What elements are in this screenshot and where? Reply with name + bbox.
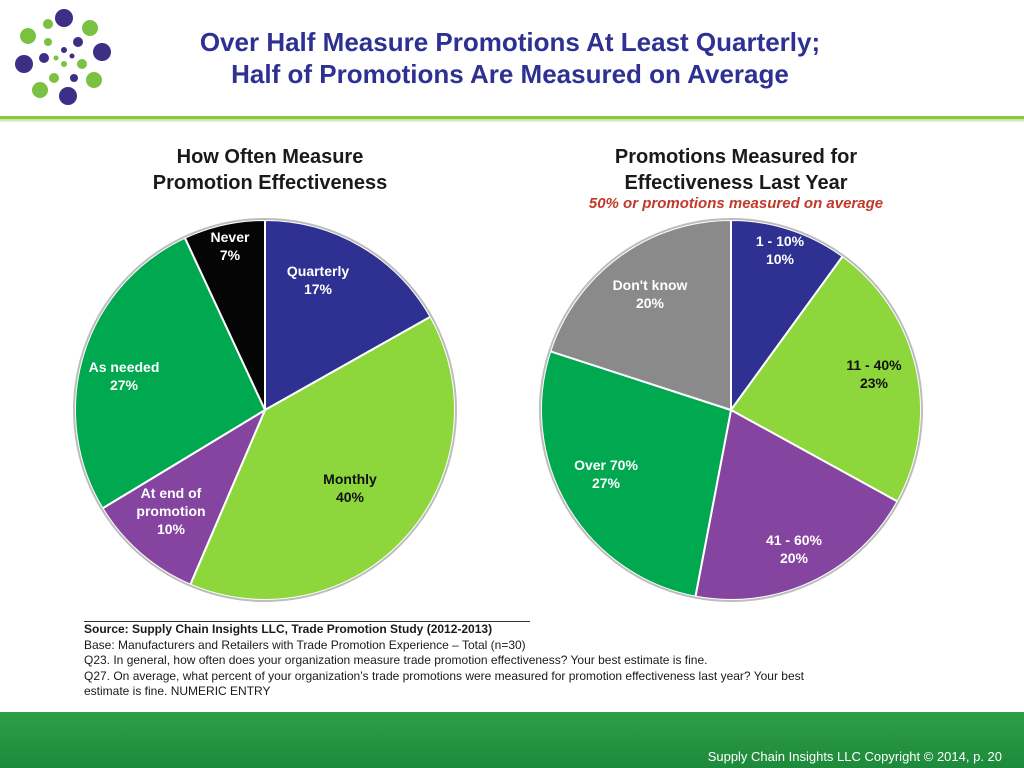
right-slice-41-60	[694, 408, 899, 601]
left-slice-label: Quarterly 17%	[287, 263, 349, 297]
question-q27-cont: estimate is fine. NUMERIC ENTRY	[84, 684, 271, 698]
right-slice-label: 41 - 60% 20%	[766, 532, 823, 566]
company-logo	[15, 9, 111, 105]
left-slice-label: At end of promotion 10%	[136, 485, 205, 537]
footer-bar: Supply Chain Insights LLC Copyright © 20…	[0, 712, 1024, 768]
left-slice-at-end-of-promotion	[101, 407, 268, 586]
right-slice-don-t-know	[549, 218, 732, 412]
title-divider	[0, 116, 1024, 122]
left-chart-title: How Often Measure Promotion Effectivenes…	[100, 144, 440, 196]
left-slice-label: Never 7%	[211, 229, 250, 263]
question-q23: Q23. In general, how often does your org…	[84, 653, 708, 667]
slide-title-line1: Over Half Measure Promotions At Least Qu…	[199, 27, 821, 57]
left-chart-title-line1: How Often Measure	[176, 146, 364, 168]
right-slice-1-10	[730, 218, 845, 414]
base-line: Base: Manufacturers and Retailers with T…	[84, 637, 526, 652]
right-chart-title-line2: Effectiveness Last Year	[624, 172, 848, 194]
right-chart-title-line1: Promotions Measured for	[614, 146, 858, 168]
right-slice-label: Don't know 20%	[613, 277, 688, 311]
left-slice-monthly	[188, 315, 456, 601]
left-slice-as-needed	[74, 236, 267, 510]
left-slice-label: Monthly 40%	[323, 471, 377, 505]
slide-title: Over Half Measure Promotions At Least Qu…	[120, 26, 900, 90]
question-q27: Q27. On average, what percent of your or…	[84, 668, 804, 683]
right-pie-outline	[539, 218, 923, 602]
right-chart-title: Promotions Measured for Effectiveness La…	[560, 144, 912, 196]
right-chart-subtitle: 50% or promotions measured on average	[588, 195, 884, 212]
source-notes: Source: Supply Chain Insights LLC, Trade…	[84, 622, 884, 700]
right-slice-11-40	[729, 254, 922, 503]
left-slice-quarterly	[264, 218, 432, 412]
right-slice-label: Over 70% 27%	[574, 457, 638, 491]
left-slice-label: As needed 27%	[89, 359, 160, 393]
slide-title-line2: Half of Promotions Are Measured on Avera…	[231, 59, 789, 89]
right-slice-label: 11 - 40% 23%	[846, 357, 902, 391]
source-line: Source: Supply Chain Insights LLC, Trade…	[84, 622, 493, 636]
left-chart-title-line2: Promotion Effectiveness	[152, 172, 388, 194]
right-slice-label: 1 - 10% 10%	[756, 233, 805, 267]
left-pie-outline	[73, 218, 457, 602]
copyright-text: Supply Chain Insights LLC Copyright © 20…	[707, 749, 1002, 764]
source-divider	[84, 621, 530, 622]
right-slice-over-70	[540, 350, 733, 598]
